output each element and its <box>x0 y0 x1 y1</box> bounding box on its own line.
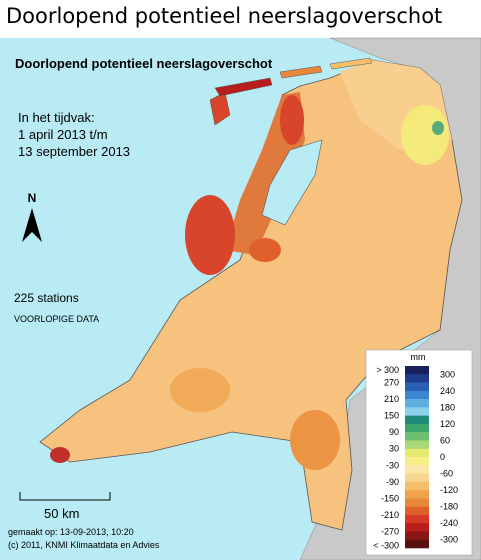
legend-swatch <box>405 490 429 499</box>
legend-label: 0 <box>440 452 445 462</box>
dry-zone <box>170 368 230 412</box>
legend-swatch <box>405 539 429 549</box>
legend-swatch <box>405 448 429 458</box>
legend-label: 90 <box>389 427 399 437</box>
north-label: N <box>28 191 37 205</box>
legend-unit: mm <box>411 352 426 362</box>
legend-swatch <box>405 457 429 466</box>
dry-zone <box>290 410 340 470</box>
legend-label: -300 <box>440 535 458 545</box>
legend-swatch <box>405 407 429 416</box>
legend-swatch <box>405 531 429 541</box>
legend-label: 300 <box>440 369 455 379</box>
period-line: In het tijdvak: <box>18 110 95 125</box>
legend-swatch <box>405 399 429 408</box>
legend-label: -60 <box>440 469 453 479</box>
legend-label: 240 <box>440 386 455 396</box>
legend-label: 120 <box>440 419 455 429</box>
legend-label: -30 <box>386 460 399 470</box>
dry-zone <box>185 195 235 275</box>
legend-swatch <box>405 498 429 507</box>
legend-label: > 300 <box>376 365 399 375</box>
period-line: 13 september 2013 <box>18 144 130 159</box>
footer: gemaakt op: 13-09-2013, 10:20 <box>8 527 134 537</box>
legend-swatch <box>405 415 429 425</box>
status: VOORLOPIGE DATA <box>14 314 99 324</box>
legend-label: -270 <box>381 526 399 536</box>
legend-swatch <box>405 506 429 516</box>
dry-zone <box>280 95 304 145</box>
legend-swatch <box>405 465 429 474</box>
ijsselmeer <box>261 139 323 226</box>
legend-label: -120 <box>440 485 458 495</box>
legend-label: 30 <box>389 444 399 454</box>
stations: 225 stations <box>14 291 79 305</box>
legend-swatch <box>405 440 429 450</box>
legend-swatch <box>405 481 429 491</box>
island <box>279 65 323 79</box>
period-line: 1 april 2013 t/m <box>18 127 108 142</box>
legend-label: 180 <box>440 402 455 412</box>
dry-zone <box>50 447 70 463</box>
legend-label: -210 <box>381 510 399 520</box>
legend-swatch <box>405 432 429 441</box>
legend-label: -240 <box>440 518 458 528</box>
legend-label: 210 <box>384 394 399 404</box>
scale-bar <box>19 492 111 501</box>
legend-label: < -300 <box>373 541 399 551</box>
legend-label: -150 <box>381 493 399 503</box>
legend: 300 240 180 120 60 0 -60 -120 -180 -240 -300 > 300 2… <box>373 365 458 550</box>
island <box>329 57 373 70</box>
legend-swatch <box>405 514 429 524</box>
wet-spot <box>432 121 444 135</box>
legend-swatch <box>405 473 429 483</box>
dry-zone <box>249 238 281 262</box>
footer: (c) 2011, KNMI Klimaatdata en Advies <box>8 540 160 550</box>
legend-swatch <box>405 382 429 392</box>
legend-swatch <box>405 366 429 375</box>
legend-label: 60 <box>440 435 450 445</box>
legend-label: -90 <box>386 477 399 487</box>
legend-swatch <box>405 423 429 433</box>
legend-label: 270 <box>384 378 399 388</box>
legend-swatch <box>405 390 429 400</box>
wet-zone <box>401 105 449 165</box>
legend-swatch <box>405 523 429 532</box>
legend-label: 150 <box>384 411 399 421</box>
island <box>214 77 273 97</box>
north-arrow <box>22 208 42 242</box>
legend-swatch <box>405 374 429 383</box>
legend-label: -180 <box>440 502 458 512</box>
header-title: Doorlopend potentieel neerslagoverschot <box>6 4 443 28</box>
scale-label: 50 km <box>44 506 79 521</box>
map-title: Doorlopend potentieel neerslagoverschot <box>15 56 273 71</box>
